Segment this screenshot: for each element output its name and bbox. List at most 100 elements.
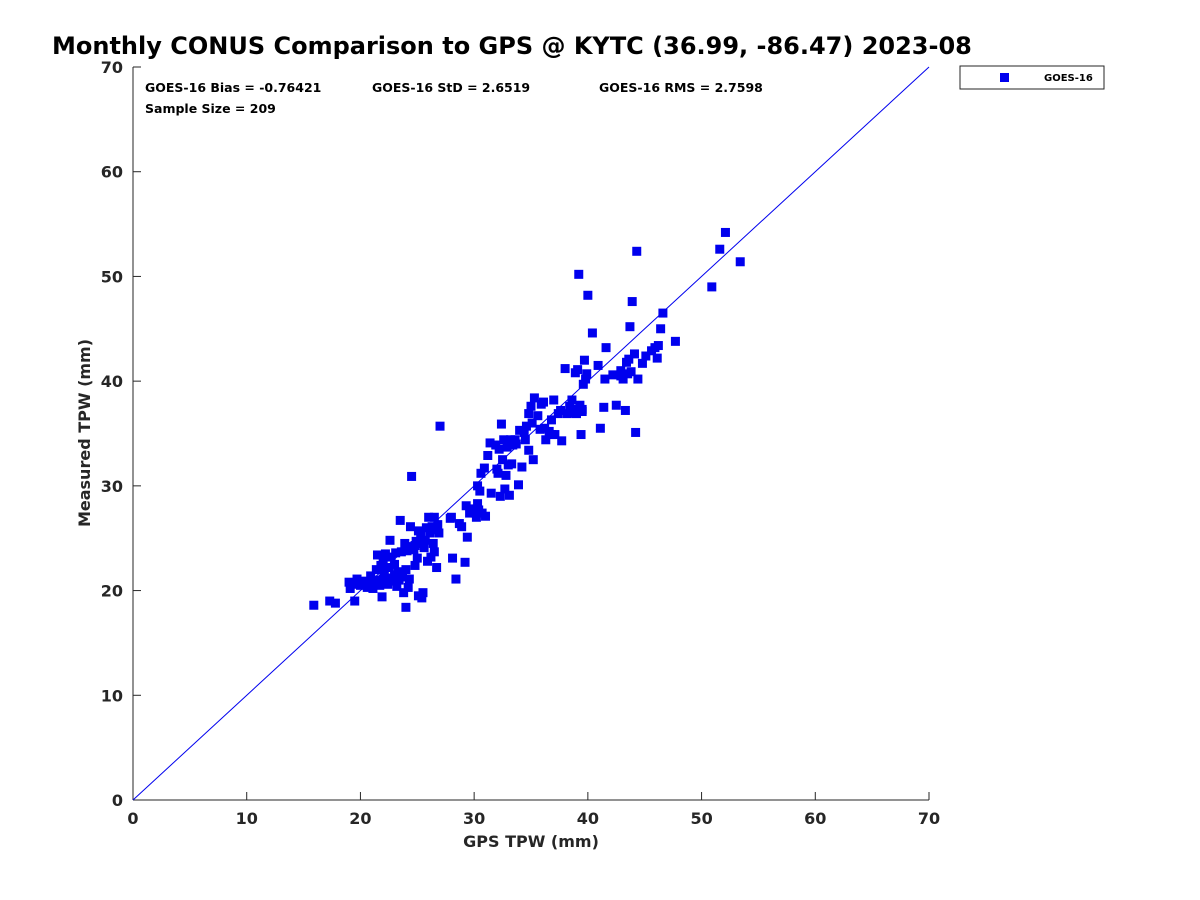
- data-point: [616, 366, 626, 376]
- data-point: [529, 393, 539, 403]
- data-point: [377, 592, 387, 602]
- data-point: [565, 401, 575, 411]
- data-point: [390, 559, 400, 569]
- x-tick-label: 60: [804, 809, 826, 828]
- data-point: [571, 409, 581, 419]
- data-point: [583, 290, 593, 300]
- data-point: [479, 463, 489, 473]
- data-point: [527, 418, 537, 428]
- data-point: [366, 571, 376, 581]
- data-point: [460, 557, 470, 567]
- y-tick-label: 60: [101, 163, 123, 182]
- data-point: [496, 419, 506, 429]
- data-point: [385, 535, 395, 545]
- data-point: [392, 581, 402, 591]
- data-point: [471, 512, 481, 522]
- data-point: [429, 547, 439, 557]
- data-point: [448, 553, 458, 563]
- data-point: [499, 435, 509, 445]
- chart-title: Monthly CONUS Comparison to GPS @ KYTC (…: [52, 32, 972, 60]
- y-tick-label: 0: [112, 791, 123, 810]
- data-point: [432, 563, 442, 573]
- data-point: [587, 328, 597, 338]
- data-point: [425, 528, 435, 538]
- legend-label: GOES-16: [1044, 73, 1093, 84]
- data-point: [398, 572, 408, 582]
- data-point: [485, 438, 495, 448]
- data-point: [611, 400, 621, 410]
- data-point: [486, 488, 496, 498]
- data-point: [501, 470, 511, 480]
- stat-std: GOES-16 StD = 2.6519: [372, 80, 530, 95]
- data-point: [376, 560, 386, 570]
- data-point: [579, 355, 589, 365]
- data-point: [410, 541, 420, 551]
- legend: GOES-16: [959, 65, 1105, 90]
- data-point: [715, 244, 725, 254]
- data-point: [379, 567, 389, 577]
- data-point: [500, 484, 510, 494]
- data-point: [600, 374, 610, 384]
- data-point: [581, 374, 591, 384]
- data-point: [396, 547, 406, 557]
- data-point: [556, 405, 566, 415]
- x-axis-label: GPS TPW (mm): [463, 832, 599, 851]
- data-point: [361, 578, 371, 588]
- x-tick-label: 20: [349, 809, 371, 828]
- data-point: [428, 538, 438, 548]
- data-point: [540, 423, 550, 433]
- data-point: [567, 395, 577, 405]
- data-point: [400, 538, 410, 548]
- data-point: [378, 574, 388, 584]
- data-point: [573, 365, 583, 375]
- data-point: [426, 552, 436, 562]
- data-point: [515, 425, 525, 435]
- data-point: [539, 397, 549, 407]
- data-point: [627, 297, 637, 307]
- data-point: [421, 523, 431, 533]
- data-point: [502, 442, 512, 452]
- data-point: [632, 246, 642, 256]
- data-point: [557, 436, 567, 446]
- y-tick-label: 70: [101, 58, 123, 77]
- x-tick-label: 0: [127, 809, 138, 828]
- data-point: [526, 401, 536, 411]
- data-point: [383, 579, 393, 589]
- data-point: [481, 511, 491, 521]
- data-point: [395, 515, 405, 525]
- data-point: [309, 600, 319, 610]
- y-axis-label: Measured TPW (mm): [75, 339, 94, 527]
- data-point: [401, 602, 411, 612]
- data-point: [608, 370, 618, 380]
- data-point: [393, 567, 403, 577]
- data-point: [533, 411, 543, 421]
- data-point: [618, 374, 628, 384]
- data-point: [494, 444, 504, 454]
- data-point: [495, 491, 505, 501]
- data-point: [625, 322, 635, 332]
- data-point: [546, 430, 556, 440]
- data-point: [521, 421, 531, 431]
- data-point: [593, 360, 603, 370]
- plot-area: 0 10 20 30 40 50 60 70 0 10 20 30 40 50 60 70: [101, 58, 940, 828]
- data-point: [524, 445, 534, 455]
- data-point: [330, 598, 340, 608]
- data-point: [462, 532, 472, 542]
- data-point: [520, 435, 530, 445]
- data-point: [404, 574, 414, 584]
- data-point: [350, 596, 360, 606]
- data-point: [416, 531, 426, 541]
- legend-box: [959, 65, 1105, 90]
- data-point: [402, 546, 412, 556]
- data-point: [403, 582, 413, 592]
- data-point: [601, 343, 611, 353]
- data-point: [653, 341, 663, 351]
- data-point: [560, 364, 570, 374]
- y-tick-label: 20: [101, 582, 123, 601]
- y-tick-label: 30: [101, 477, 123, 496]
- x-tick-label: 30: [463, 809, 485, 828]
- data-point: [405, 522, 415, 532]
- data-point: [504, 490, 514, 500]
- data-point: [368, 583, 378, 593]
